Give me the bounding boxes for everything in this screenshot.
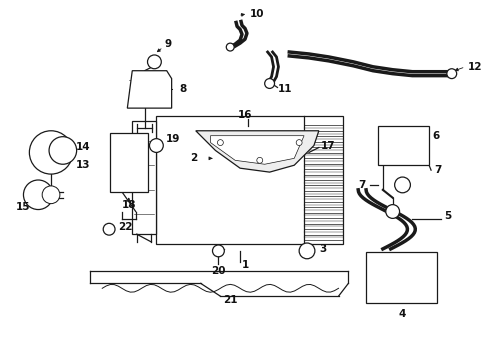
Circle shape <box>149 139 163 152</box>
Text: 10: 10 <box>249 9 264 19</box>
Text: 14: 14 <box>76 141 90 152</box>
Text: 3: 3 <box>318 244 325 254</box>
Text: 13: 13 <box>76 160 90 170</box>
Text: 5: 5 <box>443 211 450 221</box>
Polygon shape <box>210 136 304 164</box>
Text: 19: 19 <box>166 134 180 144</box>
Text: 6: 6 <box>431 131 438 141</box>
Circle shape <box>29 131 73 174</box>
Text: 12: 12 <box>467 62 481 72</box>
Polygon shape <box>195 131 318 172</box>
Bar <box>156 116 343 244</box>
Circle shape <box>226 43 234 51</box>
Circle shape <box>256 157 262 163</box>
Bar <box>377 126 428 165</box>
Bar <box>131 121 156 234</box>
Text: 8: 8 <box>179 84 186 94</box>
Circle shape <box>103 223 115 235</box>
Text: 15: 15 <box>16 202 31 212</box>
Text: 7: 7 <box>358 180 366 190</box>
Circle shape <box>446 69 456 78</box>
Text: 20: 20 <box>211 266 225 276</box>
Text: 18: 18 <box>122 199 136 210</box>
Text: 21: 21 <box>223 295 237 305</box>
Bar <box>366 252 436 303</box>
Text: 4: 4 <box>398 309 406 319</box>
Text: 22: 22 <box>118 222 132 232</box>
Text: 9: 9 <box>164 39 171 49</box>
Circle shape <box>147 55 161 69</box>
Circle shape <box>212 245 224 257</box>
Circle shape <box>299 243 314 259</box>
Text: 17: 17 <box>320 140 335 150</box>
Circle shape <box>217 140 223 145</box>
Circle shape <box>23 180 53 210</box>
Circle shape <box>264 78 274 89</box>
Text: 16: 16 <box>237 110 252 120</box>
Text: 2: 2 <box>190 153 197 163</box>
Text: 1: 1 <box>241 260 248 270</box>
Circle shape <box>296 140 302 145</box>
Circle shape <box>394 177 409 193</box>
Bar <box>110 133 147 192</box>
Text: 11: 11 <box>277 84 291 94</box>
Polygon shape <box>127 71 171 108</box>
Text: 7: 7 <box>433 165 441 175</box>
Circle shape <box>42 186 60 204</box>
Circle shape <box>49 137 77 164</box>
Circle shape <box>385 204 399 219</box>
